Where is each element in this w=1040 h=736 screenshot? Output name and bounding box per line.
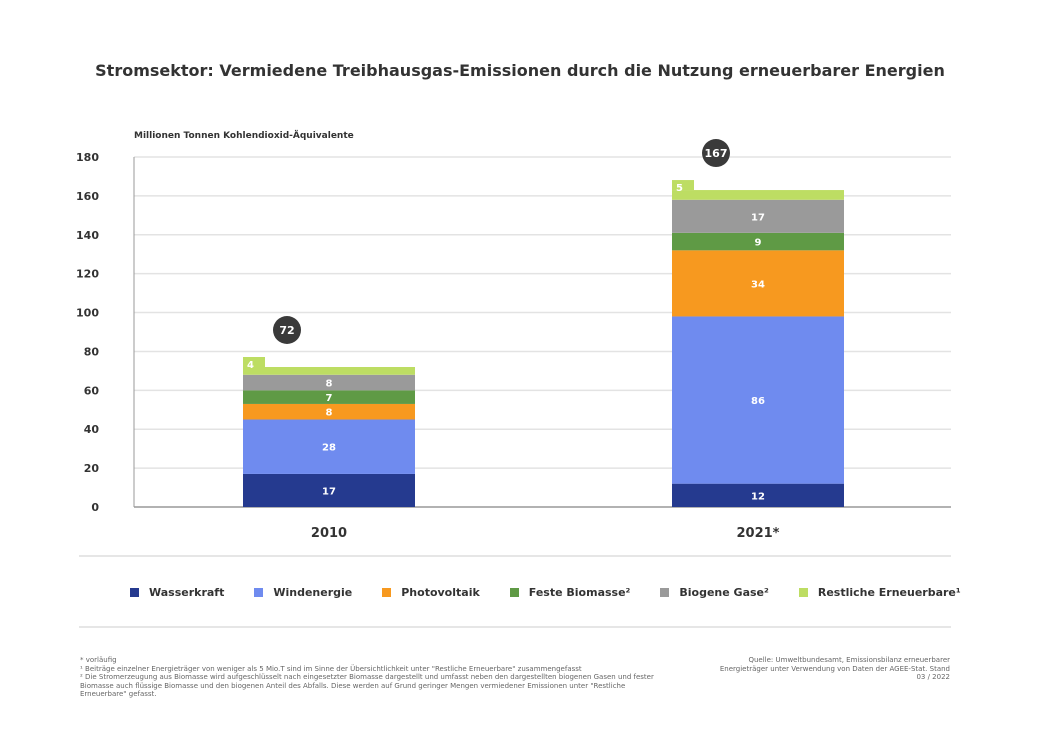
legend-label: Photovoltaik bbox=[401, 586, 480, 599]
bar-segment bbox=[243, 473, 415, 507]
legend-label: Biogene Gase² bbox=[679, 586, 769, 599]
source-line: Quelle: Umweltbundesamt, Emissionsbilanz… bbox=[748, 656, 950, 664]
legend-swatch bbox=[130, 588, 139, 597]
legend-label: Windenergie bbox=[273, 586, 353, 599]
legend-swatch bbox=[660, 588, 670, 597]
y-tick-label: 80 bbox=[84, 345, 100, 358]
y-tick-label: 40 bbox=[84, 423, 100, 436]
bar-segment bbox=[672, 483, 844, 507]
legend-item: Restliche Erneuerbare¹ bbox=[798, 586, 961, 599]
x-tick-label: 2021* bbox=[737, 526, 780, 541]
footnotes: * vorläufig ¹ Beiträge einzelner Energie… bbox=[80, 656, 670, 699]
total-label: 72 bbox=[279, 324, 294, 337]
y-tick-label: 160 bbox=[76, 190, 99, 203]
bar-segment bbox=[672, 250, 844, 317]
bar-segment bbox=[672, 190, 844, 200]
y-tick-label: 100 bbox=[76, 307, 99, 320]
legend-swatch bbox=[382, 588, 392, 597]
bar-segment bbox=[243, 367, 415, 375]
total-badge bbox=[702, 139, 730, 168]
divider bbox=[79, 555, 951, 557]
bar-segment bbox=[243, 390, 415, 404]
total-label: 167 bbox=[705, 147, 728, 160]
divider bbox=[79, 626, 951, 628]
y-tick-label: 120 bbox=[76, 268, 99, 281]
source-line: 03 / 2022 bbox=[916, 673, 950, 681]
y-tick-label: 60 bbox=[84, 384, 100, 397]
data-label: 17 bbox=[751, 212, 765, 223]
total-badge bbox=[273, 316, 301, 344]
data-label: 9 bbox=[755, 238, 762, 249]
data-label: 12 bbox=[751, 491, 765, 502]
data-label: 17 bbox=[322, 486, 336, 497]
y-axis-label: Millionen Tonnen Kohlendioxid-Äquivalent… bbox=[134, 131, 354, 141]
bar-segment-tab bbox=[243, 357, 265, 367]
data-label: 4 bbox=[247, 360, 254, 371]
y-tick-label: 0 bbox=[91, 501, 99, 514]
legend: Wasserkraft Windenergie Photovoltaik Feste … bbox=[130, 586, 991, 599]
bar-segment bbox=[672, 316, 844, 484]
legend-item: Biogene Gase² bbox=[660, 586, 769, 599]
legend-swatch bbox=[254, 588, 264, 597]
bar-segment bbox=[672, 232, 844, 251]
legend-swatch bbox=[509, 588, 519, 597]
legend-item: Wasserkraft bbox=[130, 586, 224, 599]
x-tick-label: 2010 bbox=[311, 526, 347, 541]
legend-swatch bbox=[798, 588, 808, 597]
data-label: 7 bbox=[326, 393, 333, 404]
data-label: 8 bbox=[326, 379, 333, 390]
data-label: 8 bbox=[326, 408, 333, 419]
footnote: ² Die Stromerzeugung aus Biomasse wird a… bbox=[80, 673, 654, 698]
bar-segment bbox=[243, 403, 415, 420]
legend-label: Wasserkraft bbox=[149, 586, 225, 599]
bar-segment bbox=[243, 419, 415, 474]
bar-segment bbox=[243, 374, 415, 391]
legend-item: Feste Biomasse² bbox=[509, 586, 631, 599]
y-tick-label: 20 bbox=[84, 462, 100, 475]
legend-item: Windenergie bbox=[254, 586, 352, 599]
data-label: 86 bbox=[751, 396, 765, 407]
footnote: ¹ Beiträge einzelner Energieträger von w… bbox=[80, 664, 582, 673]
source-line: Energieträger unter Verwendung von Daten… bbox=[719, 664, 950, 673]
legend-label: Feste Biomasse² bbox=[528, 586, 631, 599]
y-tick-label: 180 bbox=[76, 151, 99, 164]
source: Quelle: Umweltbundesamt, Emissionsbilanz… bbox=[670, 656, 950, 682]
bar-segment-tab bbox=[672, 180, 694, 191]
bar-segment bbox=[672, 199, 844, 233]
chart-title: Stromsektor: Vermiedene Treibhausgas-Emi… bbox=[95, 61, 945, 80]
stacked-bar-chart: 0 20 40 60 80 100 120 140 160 180 17 28 8 7 8 4 72 2010 12… bbox=[76, 139, 951, 541]
y-tick-label: 140 bbox=[76, 229, 99, 242]
data-label: 34 bbox=[751, 279, 765, 290]
data-label: 5 bbox=[676, 183, 683, 194]
footnote: * vorläufig bbox=[80, 656, 117, 664]
legend-label: Restliche Erneuerbare¹ bbox=[817, 586, 961, 599]
legend-item: Photovoltaik bbox=[382, 586, 480, 599]
data-label: 28 bbox=[322, 443, 336, 454]
